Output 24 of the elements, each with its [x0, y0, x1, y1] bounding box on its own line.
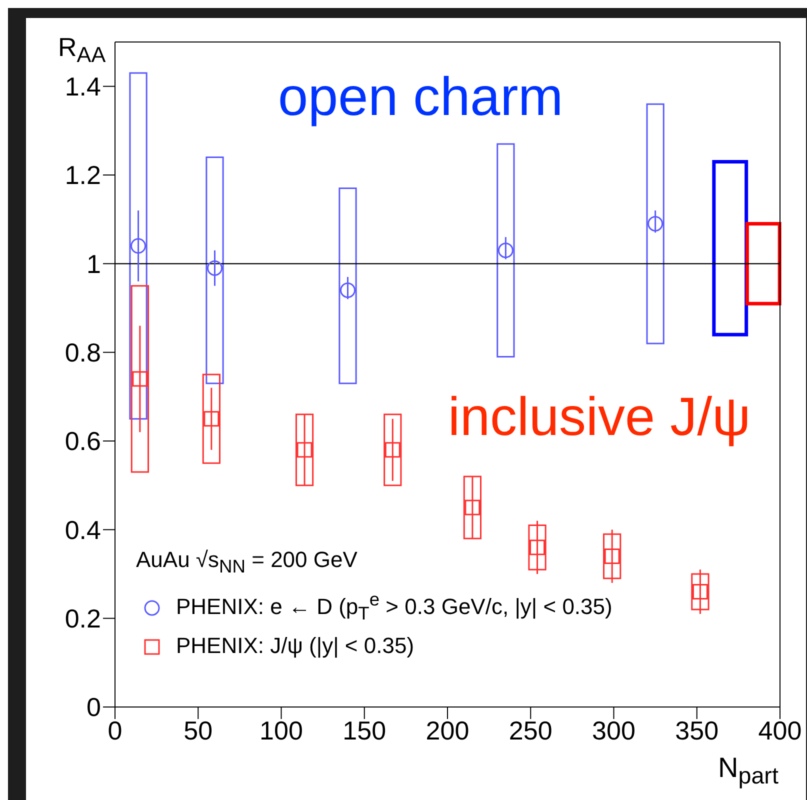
x-tick-label: 50	[184, 715, 213, 746]
x-tick-label: 350	[675, 715, 719, 746]
legend-title: AuAu √s$_{NN}$ = 200 GeV	[136, 547, 358, 576]
x-tick-label: 100	[260, 715, 303, 746]
x-tick-label: 0	[108, 715, 122, 746]
x-tick-label: 200	[426, 715, 470, 746]
y-tick-label: 0.6	[64, 426, 101, 456]
x-tick-label: 400	[758, 715, 802, 746]
y-tick-label: 1.4	[64, 72, 101, 102]
y-tick-label: 0.8	[64, 338, 101, 368]
y-tick-label: 1	[86, 248, 101, 279]
annotation: inclusive J/ψ	[448, 387, 751, 447]
y-tick-label: 0.4	[64, 514, 101, 545]
x-tick-label: 250	[508, 715, 552, 746]
y-tick-label: 1.2	[64, 160, 101, 190]
y-tick-label: 0	[86, 692, 101, 722]
y-axis-title: R$_{AA}$	[58, 32, 106, 68]
legend-label: PHENIX: e ← D (p$_{T}$$^{e}$ > 0.3 GeV/c, |y| < 0.35)	[176, 588, 612, 624]
x-tick-label: 150	[342, 715, 386, 746]
x-tick-label: 300	[592, 715, 636, 746]
annotation: open charm	[278, 67, 564, 127]
y-tick-label: 0.2	[64, 604, 101, 634]
x-axis-title: N$_{part}$	[718, 752, 778, 789]
legend-label: PHENIX: J/ψ (|y| < 0.35)	[176, 633, 414, 658]
